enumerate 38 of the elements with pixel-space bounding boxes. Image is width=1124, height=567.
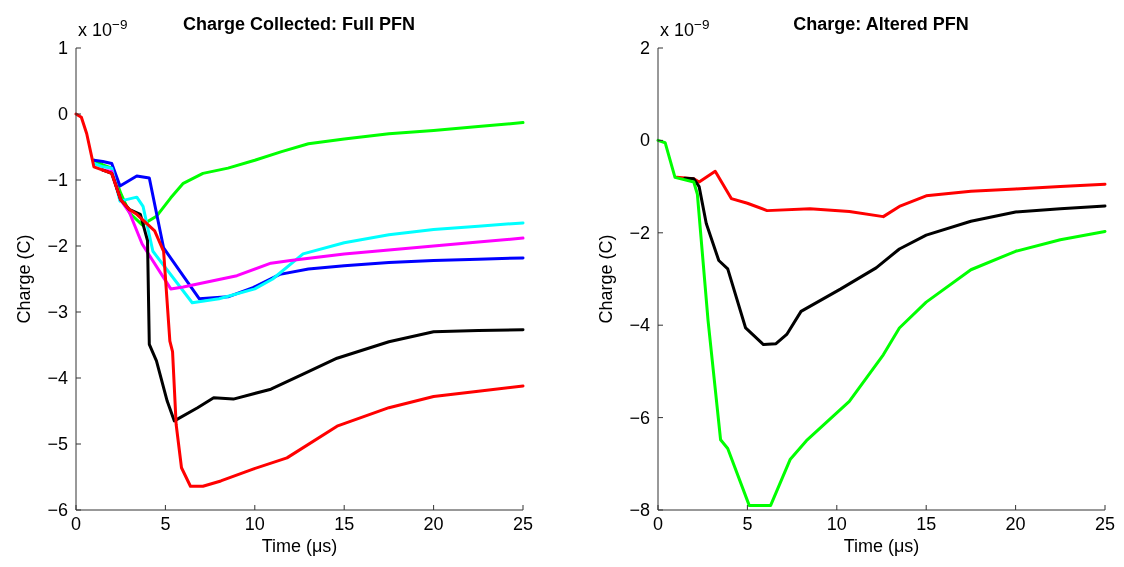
x-tick-label: 20	[423, 514, 444, 534]
chart-title: Charge Collected: Full PFN	[182, 14, 416, 34]
y-tick-label: −1	[47, 170, 68, 190]
y-tick-label: 0	[57, 104, 68, 124]
line-series	[675, 169, 1107, 219]
line-series	[656, 138, 1107, 507]
text: x 10$^{−9}$	[660, 16, 710, 40]
y-tick-label: −2	[629, 222, 650, 243]
y-tick-label: 2	[639, 38, 650, 58]
x-axis-title: Time (μs)	[843, 536, 920, 556]
y-tick-label: −4	[47, 368, 68, 388]
line-series	[683, 176, 1107, 347]
y-tick-label: −6	[629, 407, 650, 428]
x-tick-label: 5	[742, 514, 753, 534]
line-series	[74, 112, 525, 488]
y-tick-label: −5	[47, 434, 68, 454]
x-tick-label: 5	[160, 514, 171, 534]
y-tick-label: −6	[47, 500, 68, 520]
x-axis-title: Time (μs)	[261, 536, 338, 556]
y-tick-label: −3	[47, 302, 68, 322]
y-tick-label: 1	[57, 38, 68, 58]
y-axis-title: Charge (C)	[596, 234, 616, 324]
y-tick-label: −2	[47, 236, 68, 256]
y-axis-title: Charge (C)	[14, 234, 34, 324]
y-tick-label: −8	[629, 500, 650, 520]
x-tick-label: 25	[512, 514, 534, 534]
x-tick-label: 25	[1094, 514, 1116, 534]
x-tick-label: 10	[244, 514, 265, 534]
x-tick-label: 10	[826, 514, 847, 534]
x-tick-label: 0	[652, 514, 664, 534]
x-tick-label: 20	[1005, 514, 1026, 534]
text: x 10$^{−9}$	[78, 16, 128, 40]
x-tick-label: 0	[70, 514, 82, 534]
x-tick-label: 15	[334, 514, 355, 534]
chart-title: Charge: Altered PFN	[793, 14, 969, 34]
y-tick-label: 0	[639, 130, 650, 151]
x-tick-label: 15	[916, 514, 937, 534]
y-tick-label: −4	[629, 315, 650, 336]
